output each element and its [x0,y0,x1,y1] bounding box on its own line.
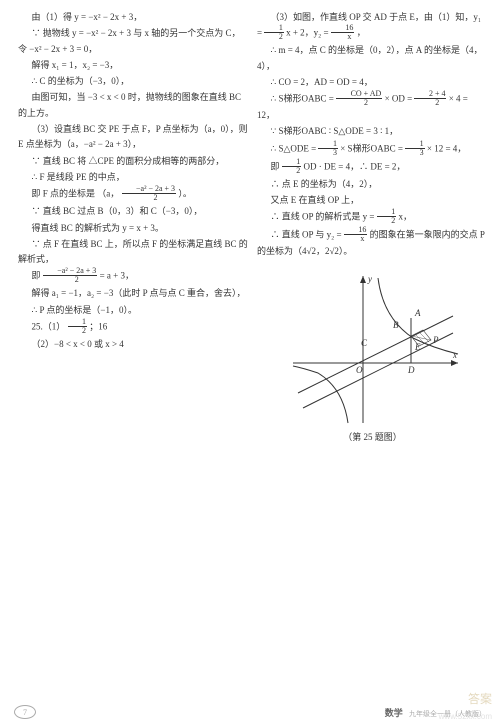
text-line: ∴ F 是线段 PE 的中点， [18,170,249,185]
watermark: 答案 [468,690,492,707]
text-line: ∵ 直线 BC 将 △CPE 的面积分成相等的两部分， [18,154,249,169]
text-line: ∵ 直线 BC 过点 B（0，3）和 C（−3，0）， [18,204,249,219]
text-line: 由（1）得 y = −x² − 2x + 3， [18,10,249,25]
page-footer: 7 数学 九年级全一册（人教版） [0,705,500,719]
label-C: C [361,338,368,348]
label-P: P [432,335,439,345]
label-y: y [367,274,372,284]
fraction: 16x [344,226,368,243]
text-line: ∴ S△ODE = 13 × S梯形OABC = 13 × 12 = 4， [257,141,488,158]
fraction: −a² − 2a + 3 2 [43,267,98,284]
fraction: 12 [377,208,397,225]
text-line: ∴ 直线 OP 与 y₂ = 16x 的图象在第一象限内的交点 P 的坐标为（4… [257,227,488,259]
text-line: ∴ S梯形OABC = CO + AD2 × OD = 2 + 42 × 4 =… [257,91,488,123]
text-line: ∴ 直线 OP 的解析式是 y = 12 x， [257,209,488,226]
text-line: 又点 E 在直线 OP 上， [257,193,488,208]
label-E: E [414,342,421,352]
text-line: 即 F 点的坐标是 （a， −a² − 2a + 3 2 ）。 [18,186,249,203]
watermark-url: www.52xx.com [439,712,492,721]
figure-caption: （第 25 题图） [257,430,488,445]
text-line: 解得 x₁ = 1，x₂ = −3， [18,58,249,73]
fraction: 13 [318,140,338,157]
label-x: x [452,350,457,360]
text-line: ∴ m = 4，点 C 的坐标是（0，2），点 A 的坐标是（4，4）， [257,43,488,74]
label-D: D [407,365,415,375]
text-line: 由图可知，当 −3 < x < 0 时，抛物线的图象在直线 BC 的上方。 [18,90,249,121]
text-line: 即 12 OD · DE = 4，∴ DE = 2， [257,159,488,176]
page-body: 由（1）得 y = −x² − 2x + 3， ∵ 抛物线 y = −x² − … [0,0,500,445]
fraction: 16x [331,24,355,41]
fraction: 1 2 [68,318,88,335]
left-column: 由（1）得 y = −x² − 2x + 3， ∵ 抛物线 y = −x² − … [12,10,249,445]
text-line: 25.（1） 1 2 ；16 [18,319,249,336]
text-line: ∴ P 点的坐标是（−1，0）。 [18,303,249,318]
text-line: （2）−8 < x < 0 或 x > 4 [18,337,249,352]
fraction: 12 [282,158,302,175]
text-line: ∴ 点 E 的坐标为（4，2）， [257,177,488,192]
fraction: 2 + 42 [414,90,446,107]
text-line: 解得 a₁ = −1，a₂ = −3（此时 P 点与点 C 重合，舍去）， [18,286,249,301]
text-line: （3）如图，作直线 OP 交 AD 于点 E，由（1）知，y₁ = 12 x +… [257,10,488,42]
text-line: ∵ 抛物线 y = −x² − 2x + 3 与 x 轴的另一个交点为 C，令 … [18,26,249,57]
fraction: CO + AD2 [336,90,382,107]
right-column: （3）如图，作直线 OP 交 AD 于点 E，由（1）知，y₁ = 12 x +… [257,10,488,445]
label-A: A [414,308,421,318]
fraction: 12 [264,24,284,41]
page-number: 7 [14,705,36,719]
text-line: ∴ C 的坐标为（−3，0）， [18,74,249,89]
graph-svg: O C D B E P A x y [283,268,463,428]
text-line: ∵ 点 F 在直线 BC 上，所以点 F 的坐标满足直线 BC 的解析式， [18,237,249,268]
text-line: 得直线 BC 的解析式为 y = x + 3。 [18,221,249,236]
fraction: −a² − 2a + 3 2 [122,185,177,202]
label-B: B [393,320,399,330]
label-O: O [356,365,363,375]
figure-q25: O C D B E P A x y [283,268,463,428]
text-line: ∴ CO = 2，AD = OD = 4， [257,75,488,90]
fraction: 13 [405,140,425,157]
text-line: （3）设直线 BC 交 PE 于点 F，P 点坐标为（a，0），则 E 点坐标为… [18,122,249,153]
text-line: ∵ S梯形OABC ∶ S△ODE = 3 ∶ 1， [257,124,488,139]
text-line: 即 −a² − 2a + 3 2 = a + 3， [18,268,249,285]
